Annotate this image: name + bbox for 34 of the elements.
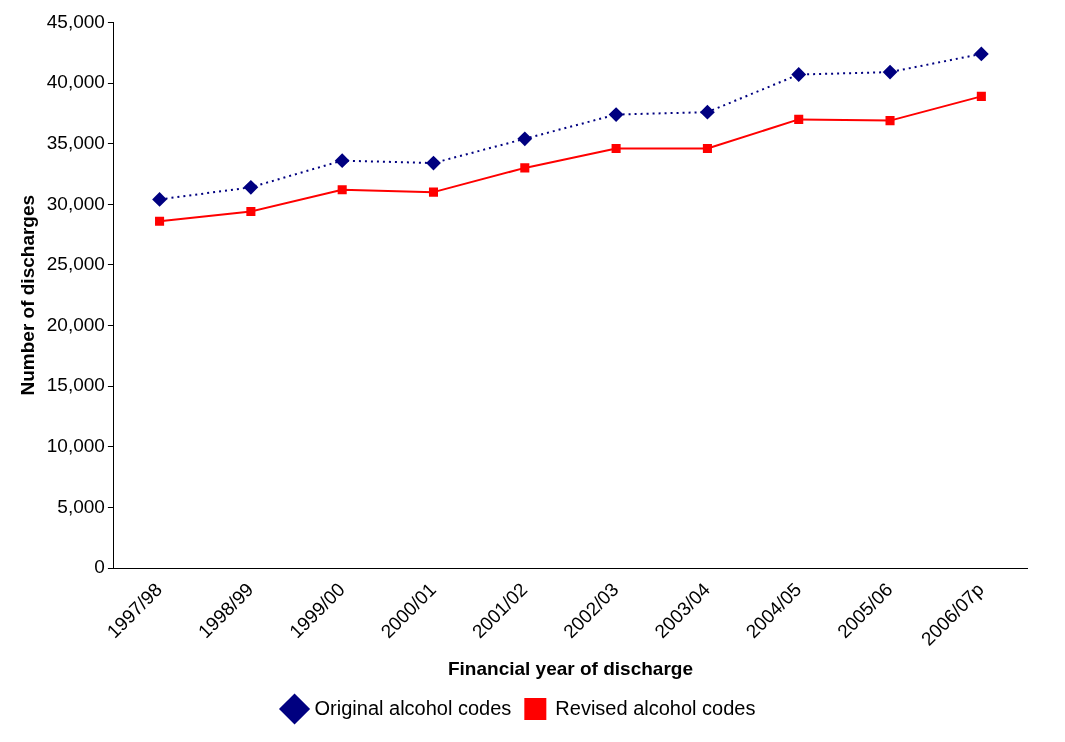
y-tick-label: 40,000 [46, 71, 105, 93]
legend-label: Original alcohol codes [314, 696, 512, 719]
point [337, 185, 347, 195]
point [428, 187, 439, 197]
point [520, 163, 530, 173]
y-tick-label: 20,000 [46, 313, 105, 335]
point [155, 216, 165, 226]
point [883, 65, 898, 80]
point [335, 153, 350, 168]
y-tick-label: 30,000 [46, 192, 105, 214]
point [976, 91, 986, 101]
y-tick-label: 0 [94, 556, 105, 578]
x-axis-title: Financial year of discharge [447, 657, 693, 679]
point [611, 143, 621, 154]
y-axis-title: Number of discharges [16, 194, 38, 396]
y-tick-label: 35,000 [46, 131, 105, 153]
y-tick-label: 10,000 [46, 435, 105, 457]
point [974, 46, 989, 61]
point [246, 207, 256, 217]
y-tick-label: 45,000 [46, 10, 105, 32]
point [885, 116, 895, 126]
point [243, 180, 258, 195]
point [152, 192, 167, 207]
point [517, 131, 532, 146]
point [700, 105, 715, 120]
point [791, 67, 806, 82]
point [794, 114, 804, 124]
y-tick-label: 5,000 [57, 495, 105, 517]
y-tick-label: 15,000 [46, 374, 105, 396]
legend-label: Revised alcohol codes [555, 696, 756, 719]
point [702, 143, 712, 154]
point [609, 107, 624, 122]
y-tick-label: 25,000 [46, 253, 105, 275]
point [426, 156, 441, 171]
